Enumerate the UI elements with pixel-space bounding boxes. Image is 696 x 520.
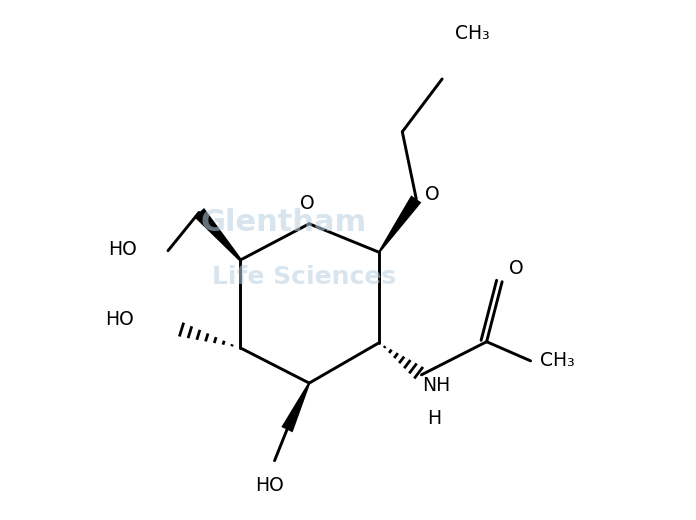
Text: O: O (425, 185, 439, 204)
Text: HO: HO (105, 310, 134, 329)
Text: HO: HO (255, 476, 284, 495)
Text: Glentham: Glentham (200, 209, 367, 237)
Text: O: O (509, 258, 524, 278)
Text: CH₃: CH₃ (454, 24, 489, 43)
Polygon shape (281, 383, 310, 432)
Text: O: O (301, 194, 315, 213)
Polygon shape (378, 196, 421, 253)
Text: NH: NH (422, 376, 451, 395)
Text: Life Sciences: Life Sciences (212, 265, 396, 289)
Text: H: H (427, 409, 441, 428)
Text: HO: HO (108, 240, 137, 259)
Polygon shape (194, 208, 242, 261)
Text: CH₃: CH₃ (540, 352, 575, 370)
